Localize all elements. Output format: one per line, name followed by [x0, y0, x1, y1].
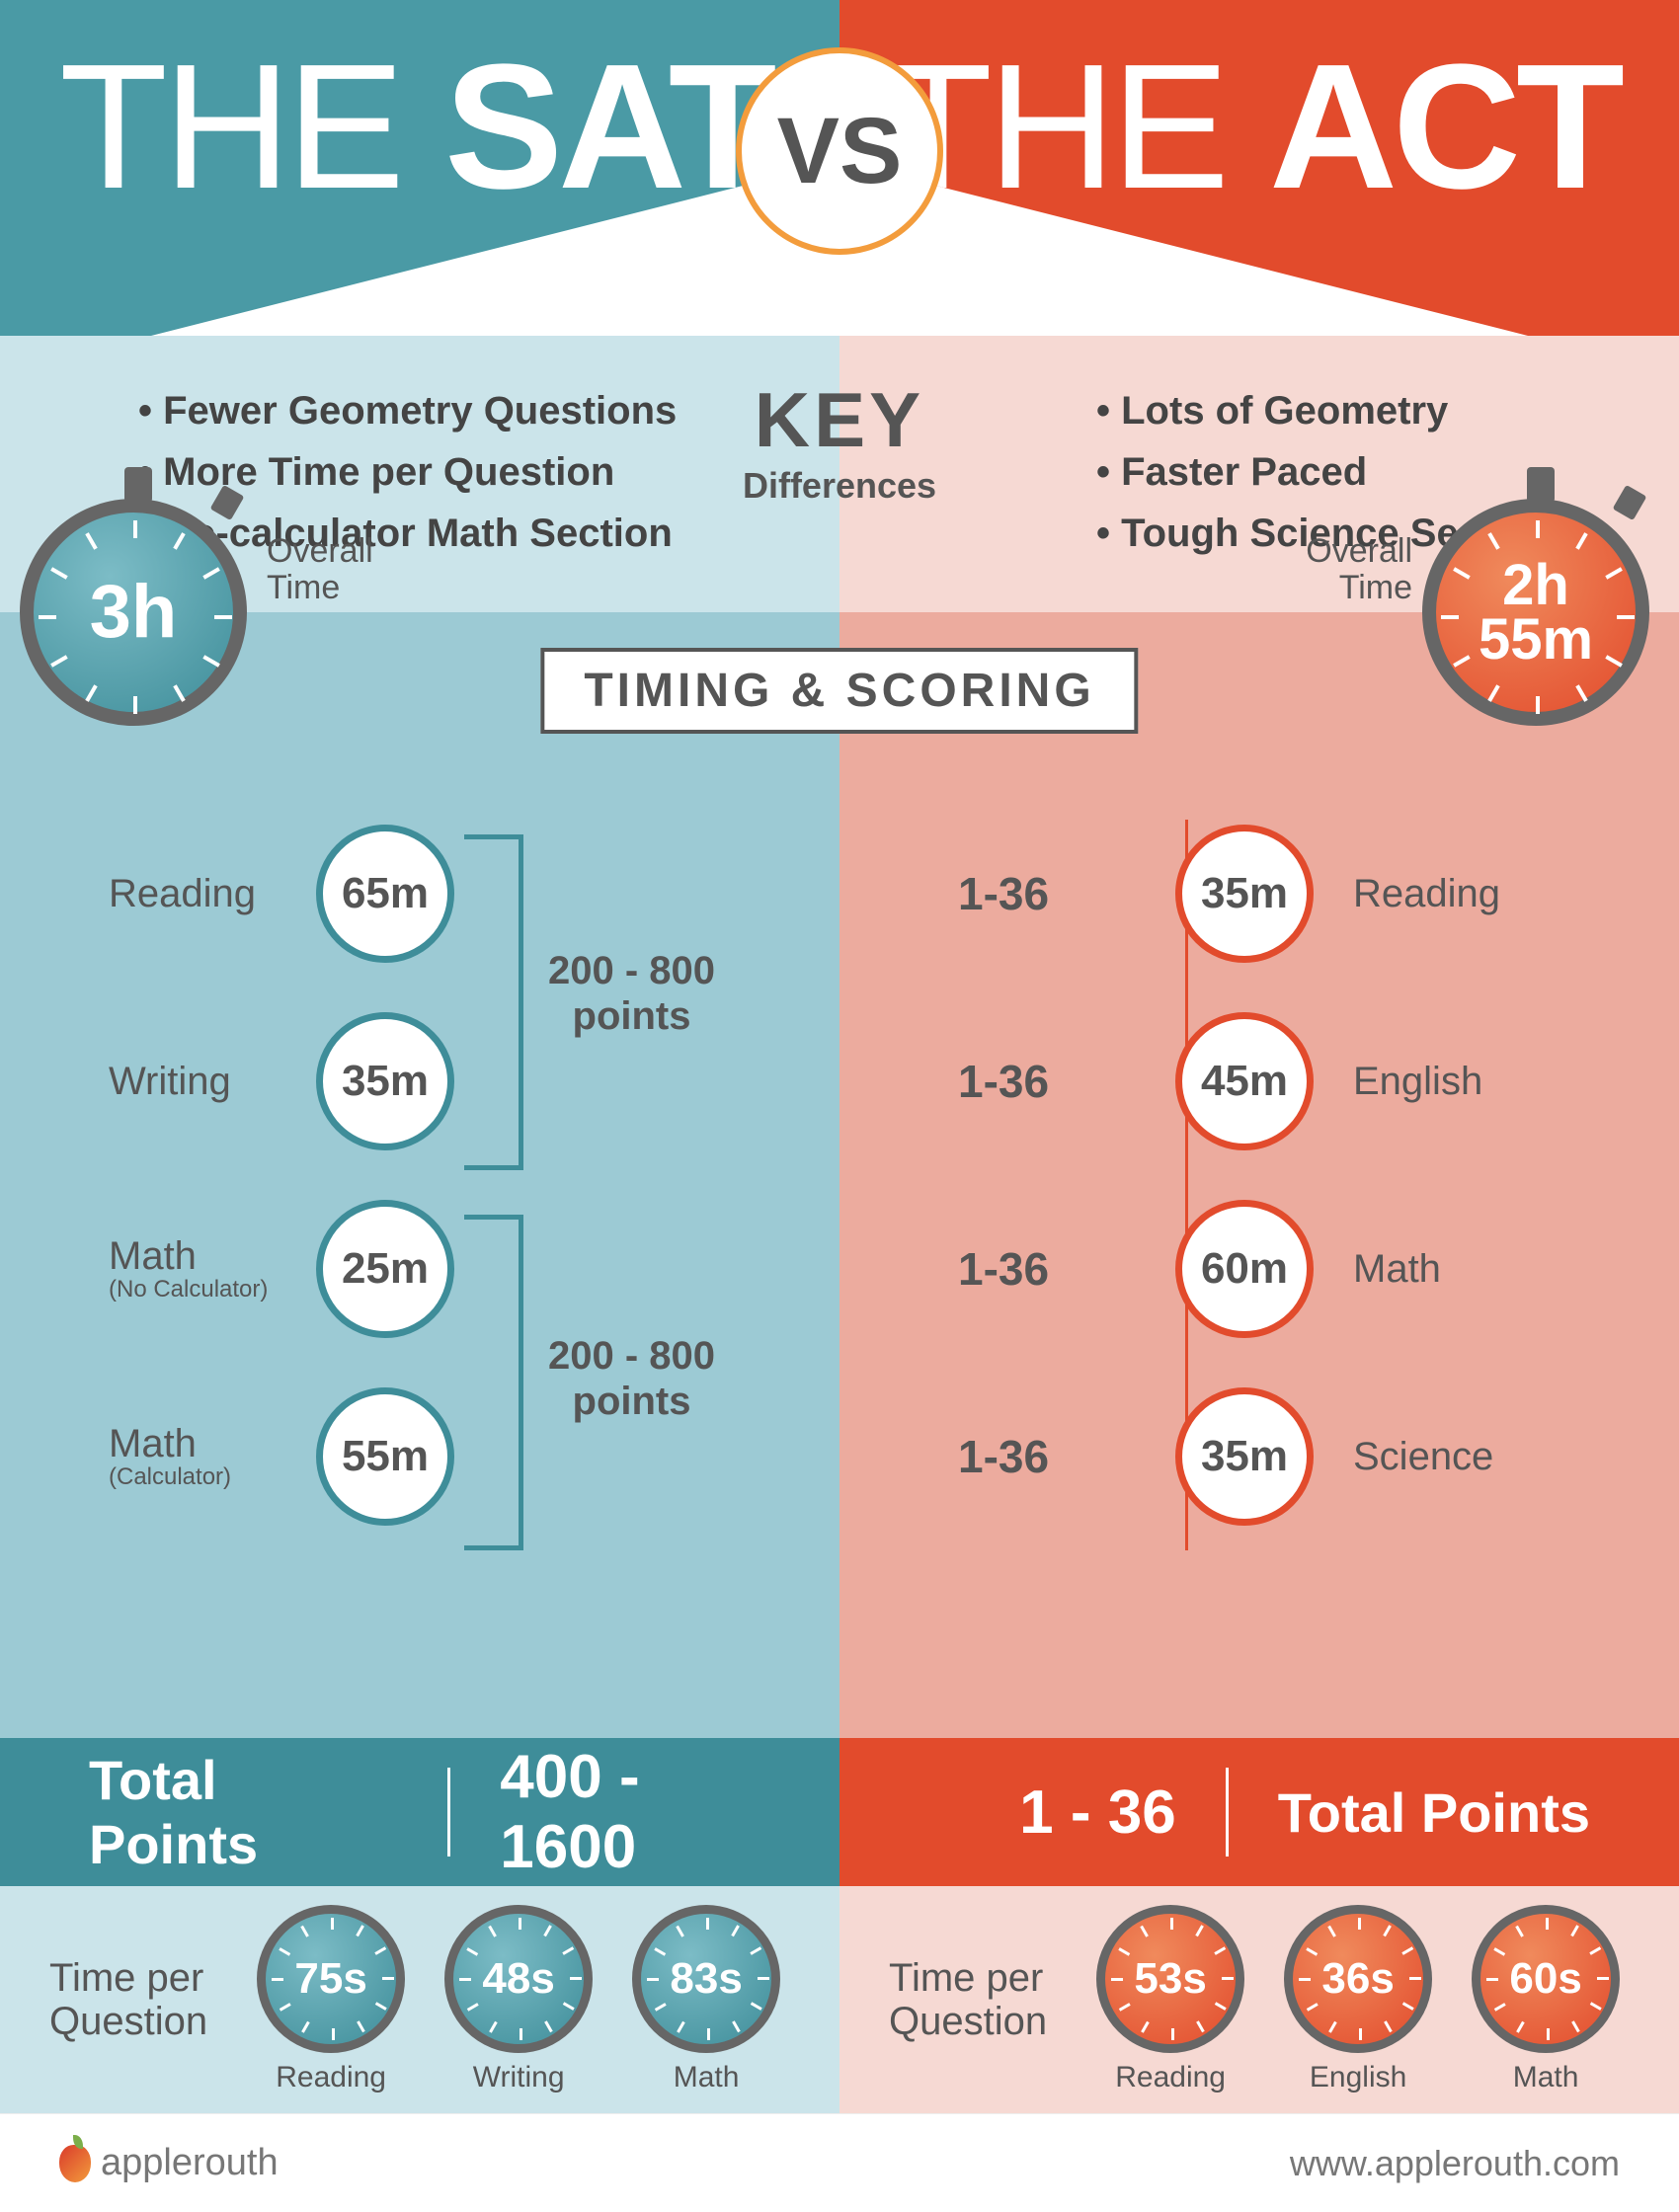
vs-text: VS [777, 98, 903, 205]
tpq-section: Reading [257, 2061, 405, 2094]
act-sections: 1-36 35m Reading 1-36 45m English 1-36 6… [840, 800, 1679, 1550]
sat-section-label: Math(Calculator) [109, 1423, 316, 1489]
bracket-icon [464, 834, 523, 1170]
footer: applerouth www.applerouth.com [0, 2113, 1679, 2212]
stopwatch-face-icon: 3h [20, 499, 247, 726]
brand-logo: applerouth [59, 2142, 279, 2184]
tpq-section: Writing [444, 2061, 593, 2094]
act-section-time: 60m [1175, 1200, 1314, 1338]
sat-key-item: Fewer Geometry Questions [138, 380, 780, 441]
header-banner: THE SAT THE ACT VS [0, 0, 1679, 336]
act-section-time: 35m [1175, 825, 1314, 963]
sat-overall-label: Overall Time [267, 533, 373, 607]
sat-overall-stopwatch: 3h [20, 499, 257, 736]
key-heading: KEY Differences [743, 375, 936, 507]
tpq-section: Reading [1096, 2061, 1244, 2094]
sat-tpq: Time per Question 75s Reading 48s Writin… [0, 1886, 840, 2113]
tpq-item: 53s Reading [1096, 1905, 1244, 2094]
tpq-item: 83s Math [632, 1905, 780, 2094]
vs-badge: VS [736, 47, 943, 255]
act-column: 2h 55m Overall Time 1-36 35m Reading 1-3… [840, 612, 1679, 1738]
act-section-row: 1-36 45m English [840, 988, 1679, 1175]
act-total-value: 1 - 36 [970, 1778, 1226, 1848]
act-tpq: Time per Question 53s Reading 36s Englis… [840, 1886, 1679, 2113]
sat-section-label: Reading [109, 873, 316, 914]
stopwatch-ticks-icon [1442, 518, 1630, 706]
sat-banner: THE SAT [0, 0, 840, 336]
tpq-section: Math [632, 2061, 780, 2094]
tpq-item: 48s Writing [444, 1905, 593, 2094]
sat-sections: Reading 65m Writing 35m Math(No Calculat… [0, 800, 840, 1550]
sat-section-time: 55m [316, 1387, 454, 1526]
stopwatch-stem-icon [1527, 467, 1555, 503]
brand-name: applerouth [101, 2142, 279, 2184]
act-section-time: 45m [1175, 1012, 1314, 1150]
sat-total: Total Points 400 - 1600 [0, 1738, 840, 1886]
act-section-score: 1-36 [958, 867, 1126, 920]
tpq-item: 75s Reading [257, 1905, 405, 2094]
act-section-score: 1-36 [958, 1055, 1126, 1108]
sat-title: THE SAT [59, 25, 772, 229]
tpq-label: Time per Question [889, 1956, 1047, 2043]
sat-section-label: Math(No Calculator) [109, 1235, 316, 1302]
act-section-row: 1-36 35m Science [840, 1363, 1679, 1550]
sat-section-time: 35m [316, 1012, 454, 1150]
sat-column: 3h Overall Time Reading 65m Writing 35m … [0, 612, 840, 1738]
total-points-label: Total Points [40, 1748, 447, 1876]
mini-stopwatch-icon: 53s [1096, 1905, 1244, 2053]
act-section-row: 1-36 35m Reading [840, 800, 1679, 988]
act-section-label: Math [1353, 1248, 1541, 1290]
stopwatch-stem-icon [124, 467, 152, 503]
apple-icon [59, 2145, 91, 2182]
total-points-bar: Total Points 400 - 1600 1 - 36 Total Poi… [0, 1738, 1679, 1886]
mini-stopwatch-icon: 60s [1472, 1905, 1620, 2053]
act-title: THE ACT [884, 25, 1620, 229]
infographic-root: THE SAT THE ACT VS Fewer Geometry Questi… [0, 0, 1679, 2172]
act-section-score: 1-36 [958, 1430, 1126, 1483]
act-section-row: 1-36 60m Math [840, 1175, 1679, 1363]
footer-url: www.applerouth.com [1290, 2143, 1620, 2184]
time-per-question: Time per Question 75s Reading 48s Writin… [0, 1886, 1679, 2113]
tpq-item: 36s English [1284, 1905, 1432, 2094]
mini-stopwatch-icon: 48s [444, 1905, 593, 2053]
sat-points-range: 200 - 800 points [548, 948, 715, 1039]
act-section-label: Science [1353, 1436, 1541, 1477]
act-overall-stopwatch: 2h 55m [1422, 499, 1659, 736]
tpq-section: English [1284, 2061, 1432, 2094]
mini-stopwatch-icon: 75s [257, 1905, 405, 2053]
bracket-icon [464, 1215, 523, 1550]
sat-title-bold: SAT [444, 28, 772, 226]
act-title-bold: ACT [1269, 28, 1620, 226]
tpq-item: 60s Math [1472, 1905, 1620, 2094]
act-total: 1 - 36 Total Points [840, 1738, 1679, 1886]
total-points-label: Total Points [1229, 1780, 1639, 1845]
timing-scoring-title: TIMING & SCORING [540, 648, 1138, 734]
timing-scoring: TIMING & SCORING 3h Overall Time Reading… [0, 612, 1679, 1738]
sat-points-range: 200 - 800 points [548, 1333, 715, 1424]
act-section-label: English [1353, 1061, 1541, 1102]
sat-section-label: Writing [109, 1061, 316, 1102]
mini-stopwatch-icon: 36s [1284, 1905, 1432, 2053]
act-title-prefix: THE [884, 28, 1269, 226]
sat-title-prefix: THE [59, 28, 444, 226]
act-section-label: Reading [1353, 873, 1541, 914]
tpq-label: Time per Question [49, 1956, 207, 2043]
mini-stopwatch-icon: 83s [632, 1905, 780, 2053]
sat-section-time: 65m [316, 825, 454, 963]
tpq-section: Math [1472, 2061, 1620, 2094]
key-heading-top: KEY [743, 375, 936, 465]
sat-total-value: 400 - 1600 [450, 1742, 840, 1882]
act-banner: THE ACT [840, 0, 1679, 336]
act-key-item: Lots of Geometry [1096, 380, 1620, 441]
sat-section-time: 25m [316, 1200, 454, 1338]
act-section-time: 35m [1175, 1387, 1314, 1526]
act-section-score: 1-36 [958, 1242, 1126, 1296]
stopwatch-ticks-icon [40, 518, 227, 706]
act-overall-label: Overall Time [1306, 533, 1412, 607]
key-heading-bottom: Differences [743, 465, 936, 507]
stopwatch-face-icon: 2h 55m [1422, 499, 1649, 726]
